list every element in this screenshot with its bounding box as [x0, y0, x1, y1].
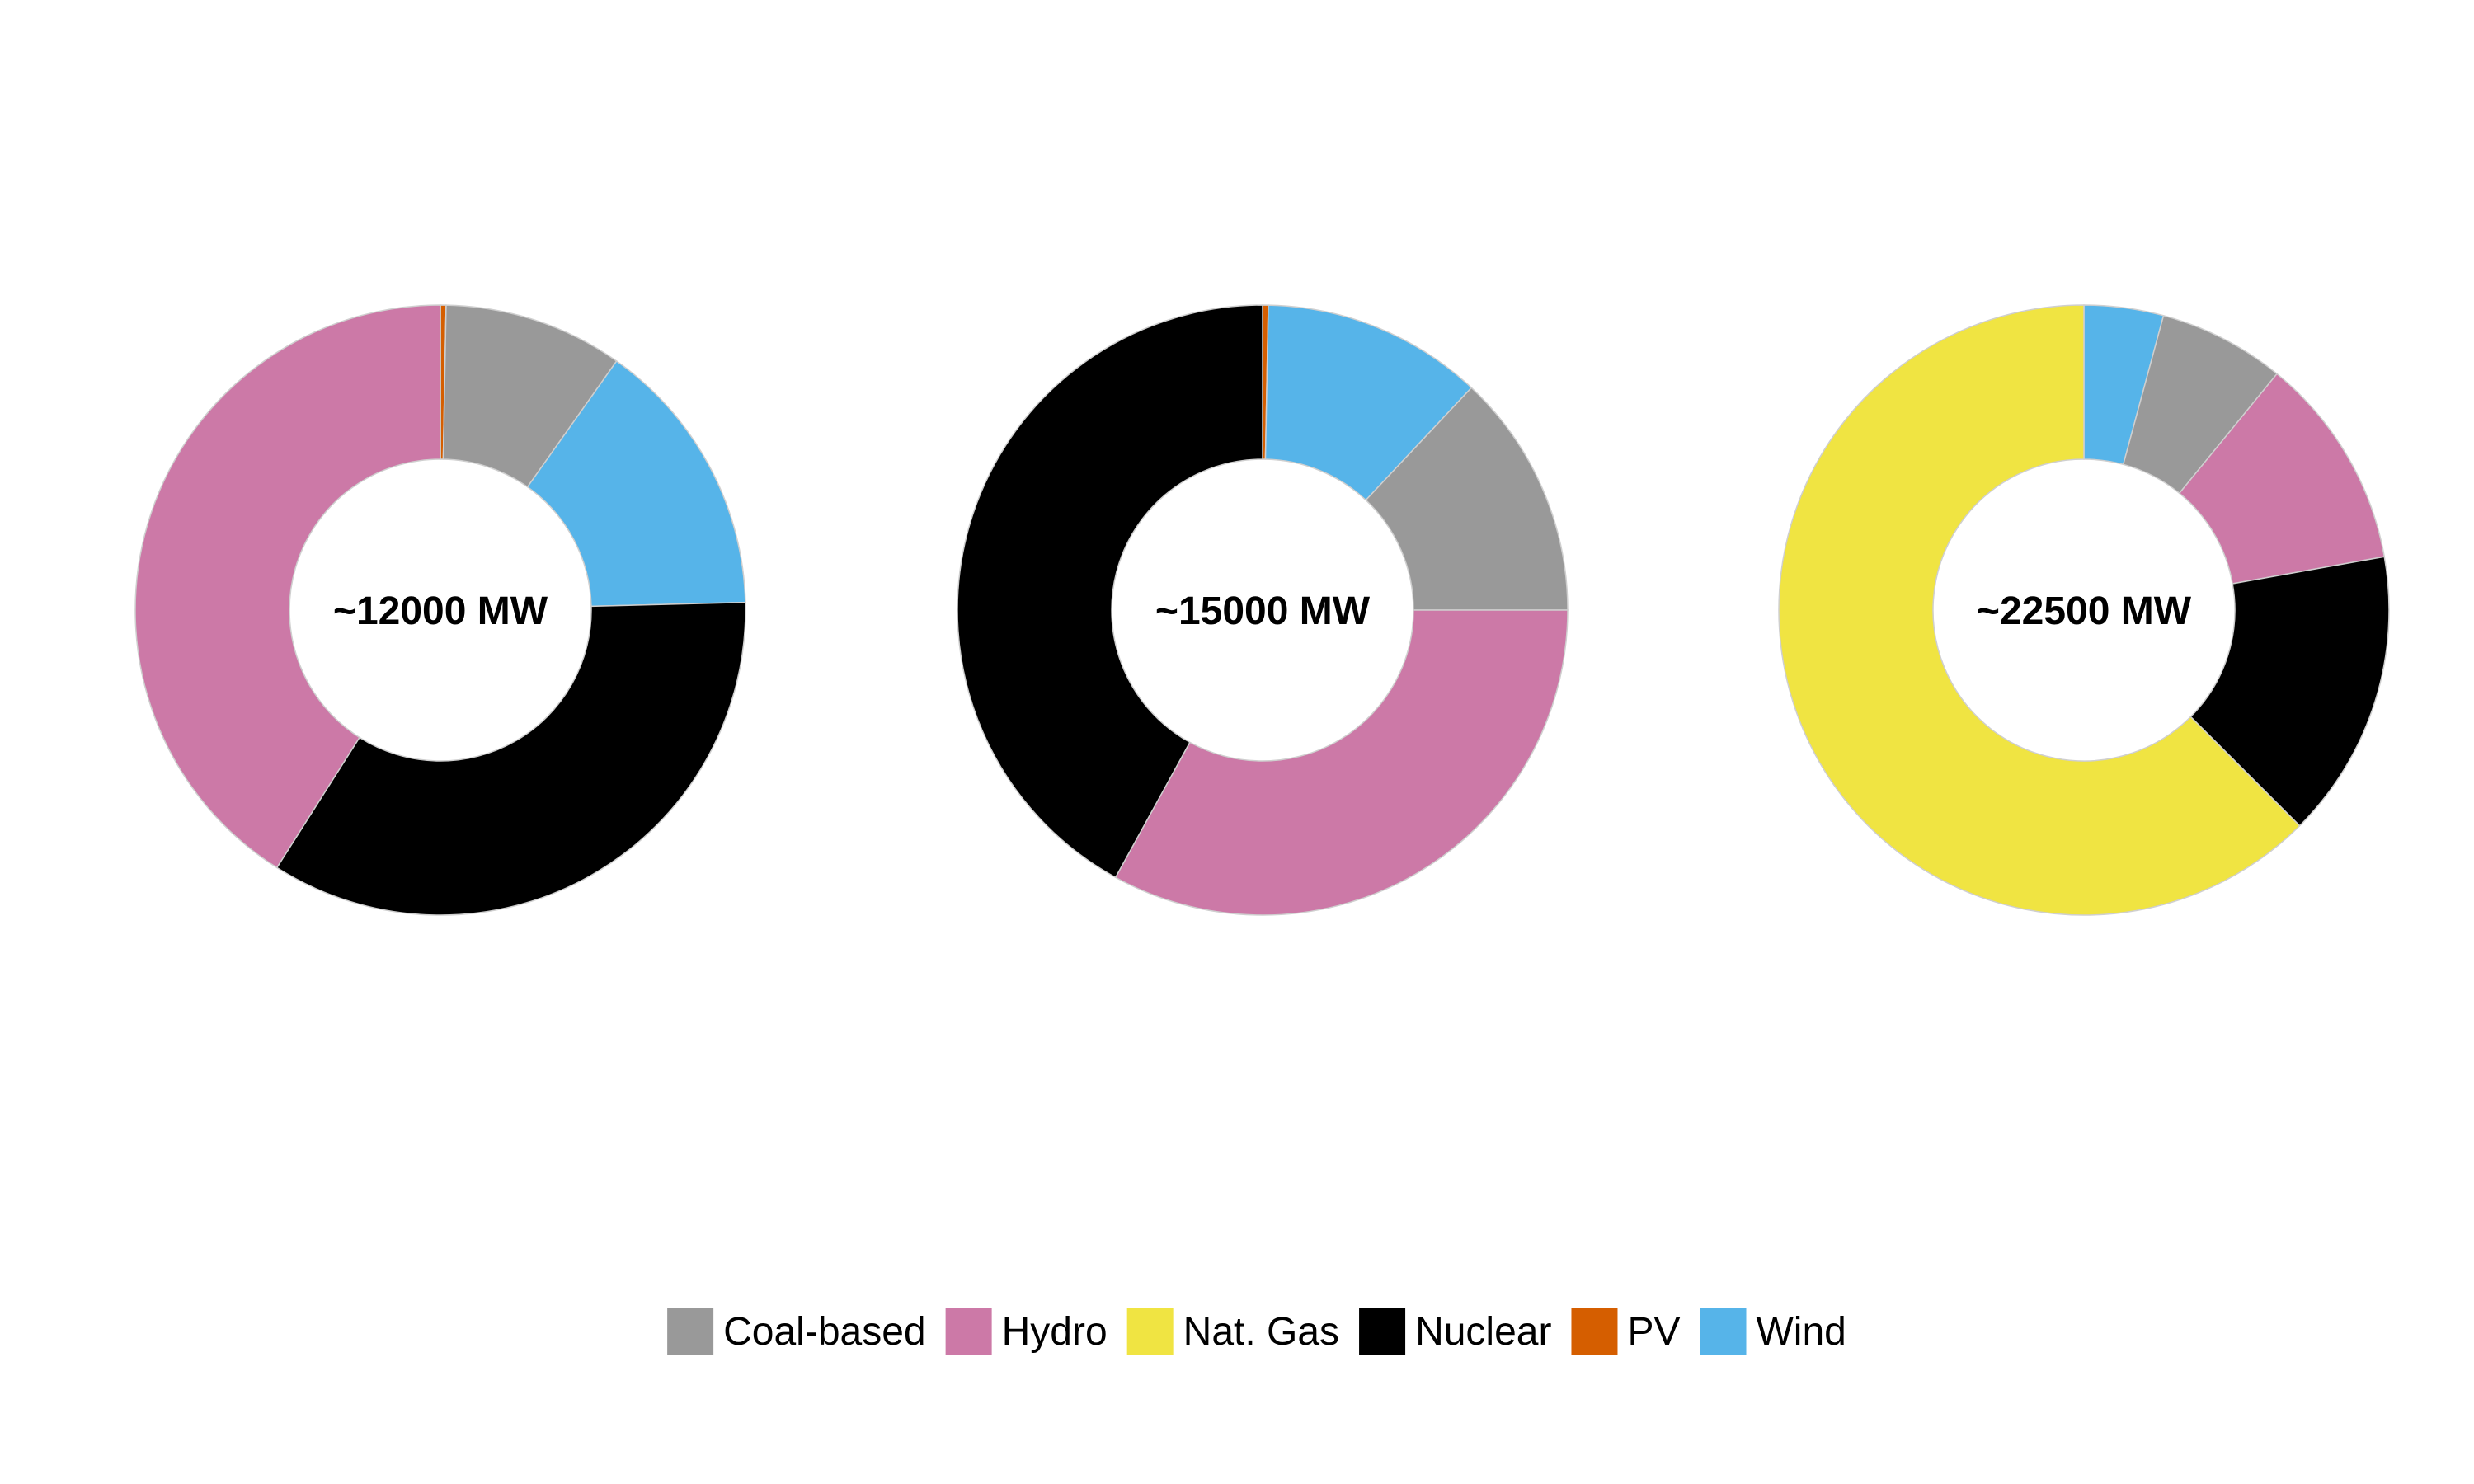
- legend-label-pv: PV: [1627, 1310, 1680, 1354]
- legend-key-nat-gas: [1126, 1308, 1174, 1355]
- slice-hydro: [2178, 373, 2386, 585]
- charts-layer: ~12000 MW ~15000 MW ~22500 MW: [134, 304, 2390, 916]
- donut-chart-3: ~22500 MW: [1778, 304, 2390, 916]
- slice-nuclear: [2189, 556, 2390, 827]
- slice-hydro: [1114, 609, 1569, 916]
- donut-chart-1: ~12000 MW: [134, 304, 746, 916]
- center-label: ~15000 MW: [1155, 589, 1371, 633]
- slice-nuclear: [275, 601, 746, 916]
- legend-label-nat-gas: Nat. Gas: [1183, 1310, 1339, 1354]
- center-label: ~12000 MW: [333, 589, 548, 633]
- slice-wind: [1264, 304, 1473, 501]
- legend-label-hydro: Hydro: [1002, 1310, 1108, 1354]
- legend-label-coal-based: Coal-based: [723, 1310, 925, 1354]
- slice-coal-based: [1365, 387, 1569, 611]
- legend-label-wind: Wind: [1757, 1310, 1846, 1354]
- center-label: ~22500 MW: [1977, 589, 2192, 633]
- donut-chart-2: ~15000 MW: [957, 304, 1569, 916]
- legend-key-nuclear: [1359, 1308, 1406, 1355]
- legend-label-nuclear: Nuclear: [1415, 1310, 1551, 1354]
- legend: Coal-based Hydro Nat. Gas Nuclear PV Wind: [667, 1308, 1846, 1355]
- slice-hydro: [134, 304, 441, 869]
- legend-key-wind: [1700, 1308, 1747, 1355]
- slice-nat-gas: [1778, 304, 2301, 916]
- slice-nuclear: [957, 304, 1263, 879]
- legend-key-coal-based: [667, 1308, 714, 1355]
- slice-wind: [526, 359, 746, 608]
- legend-key-pv: [1571, 1308, 1618, 1355]
- legend-key-hydro: [945, 1308, 992, 1355]
